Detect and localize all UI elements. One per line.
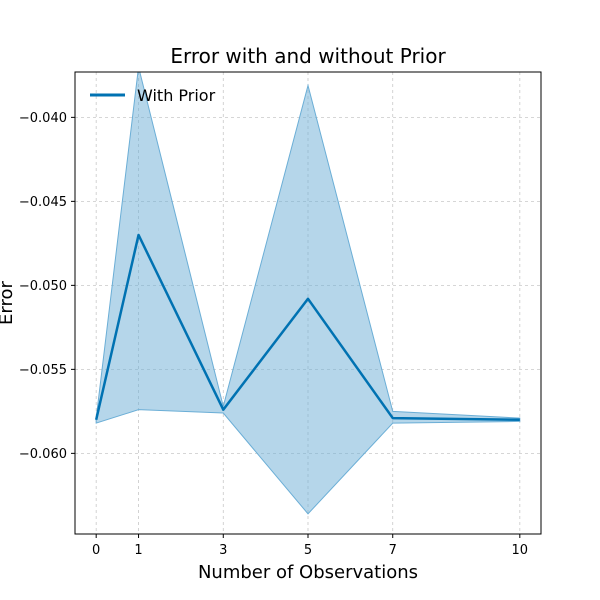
series-layer [94, 72, 521, 515]
x-tick-label: 7 [389, 543, 397, 558]
y-tick-label: −0.055 [19, 363, 67, 378]
series-line [94, 233, 520, 422]
y-tick-label: −0.060 [19, 447, 67, 462]
y-tick-label: −0.045 [19, 195, 67, 210]
x-tick-label: 10 [512, 543, 529, 558]
y-tick-label: −0.040 [19, 111, 67, 126]
legend: With Prior [90, 86, 216, 105]
legend-label: With Prior [137, 86, 216, 105]
x-tick-label: 5 [304, 543, 312, 558]
y-tick-label: −0.050 [19, 279, 67, 294]
confidence-band [95, 72, 521, 515]
y-axis-label: Error [0, 280, 17, 324]
x-tick-label: 0 [92, 543, 100, 558]
x-axis-label: Number of Observations [198, 562, 418, 583]
ticks: 0 1 3 5 7 10 −0.040 −0.045 −0.050 −0.055 −0.060 [19, 111, 528, 558]
chart-title: Error with and without Prior [170, 44, 446, 68]
x-tick-label: 3 [219, 543, 227, 558]
x-tick-label: 1 [134, 543, 142, 558]
